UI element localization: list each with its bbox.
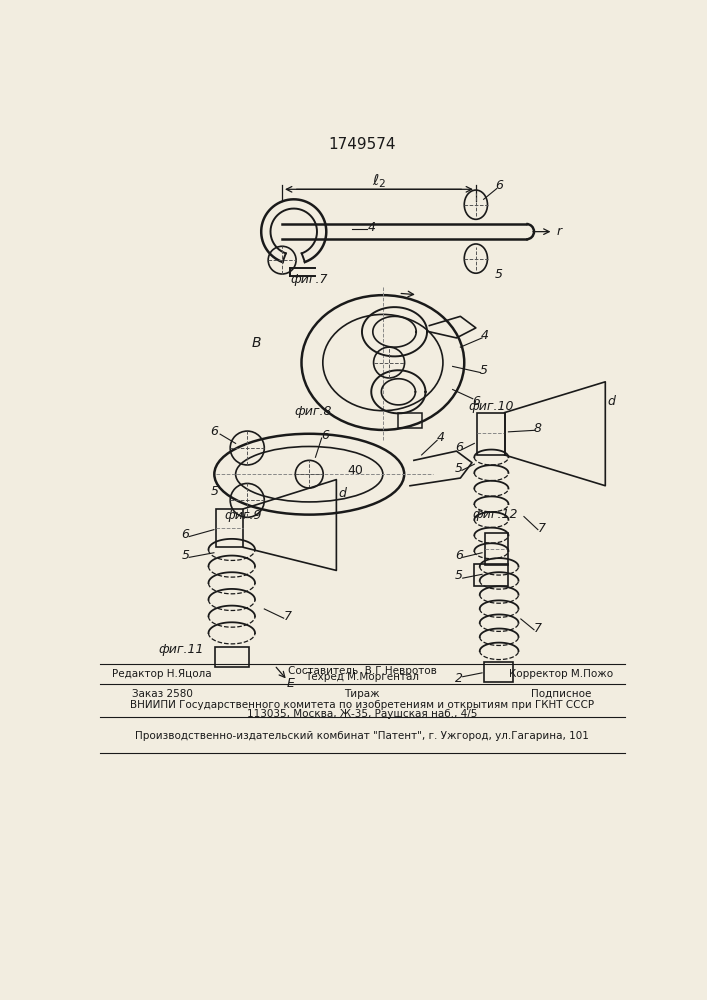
Text: d: d <box>607 395 615 408</box>
Text: Редактор Н.Яцола: Редактор Н.Яцола <box>112 669 212 679</box>
Bar <box>398 413 421 428</box>
Text: 7: 7 <box>284 610 291 623</box>
Text: Тираж: Тираж <box>344 689 380 699</box>
Bar <box>484 662 513 682</box>
Text: Подписное: Подписное <box>531 689 591 699</box>
Text: d: d <box>339 487 346 500</box>
Text: Производственно-издательский комбинат "Патент", г. Ужгород, ул.Гагарина, 101: Производственно-издательский комбинат "П… <box>135 731 589 741</box>
Text: фиг.12: фиг.12 <box>472 508 518 521</box>
Text: 6: 6 <box>455 549 463 562</box>
Text: Техред М.Моргентал: Техред М.Моргентал <box>305 672 419 682</box>
Text: 6: 6 <box>455 441 463 454</box>
Text: 6: 6 <box>181 528 189 541</box>
Text: 5: 5 <box>181 549 189 562</box>
Text: Корректор М.Пожо: Корректор М.Пожо <box>509 669 613 679</box>
Text: фиг.7: фиг.7 <box>291 273 328 286</box>
Text: 6: 6 <box>472 395 480 408</box>
Text: 6: 6 <box>321 429 329 442</box>
Text: 5: 5 <box>479 364 488 377</box>
Text: 4: 4 <box>481 329 489 342</box>
Text: B: B <box>251 336 261 350</box>
Text: 4: 4 <box>437 431 445 444</box>
Text: Заказ 2580: Заказ 2580 <box>132 689 192 699</box>
Text: 1749574: 1749574 <box>328 137 396 152</box>
Bar <box>474 564 508 586</box>
Text: 6: 6 <box>495 179 503 192</box>
Bar <box>477 413 505 455</box>
Text: 7: 7 <box>538 522 546 535</box>
Bar <box>216 509 243 547</box>
Text: 113035, Москва, Ж-35, Раушская наб., 4/5: 113035, Москва, Ж-35, Раушская наб., 4/5 <box>247 709 477 719</box>
Bar <box>215 647 249 667</box>
Text: 2: 2 <box>455 672 463 685</box>
Text: 5: 5 <box>455 462 463 475</box>
Text: 8: 8 <box>534 422 542 434</box>
Text: r: r <box>557 225 562 238</box>
Text: 5: 5 <box>495 267 503 280</box>
Text: фиг.10: фиг.10 <box>469 400 514 413</box>
Text: E: E <box>287 677 295 690</box>
Text: 4: 4 <box>368 221 375 234</box>
Text: фиг.8: фиг.8 <box>294 405 332 418</box>
Text: Составитель  В.Г.Невротов: Составитель В.Г.Невротов <box>288 666 436 676</box>
Text: фиг.11: фиг.11 <box>158 643 204 656</box>
Text: фиг.9: фиг.9 <box>225 509 262 522</box>
Text: 5: 5 <box>455 569 463 582</box>
Text: $\ell_2$: $\ell_2$ <box>372 173 386 190</box>
Text: 40: 40 <box>348 464 363 477</box>
Text: 6: 6 <box>211 425 218 438</box>
Bar <box>485 533 508 565</box>
Text: ВНИИПИ Государственного комитета по изобретениям и открытиям при ГКНТ СССР: ВНИИПИ Государственного комитета по изоб… <box>130 700 594 710</box>
Text: 7: 7 <box>534 622 542 635</box>
Text: 5: 5 <box>211 485 218 498</box>
